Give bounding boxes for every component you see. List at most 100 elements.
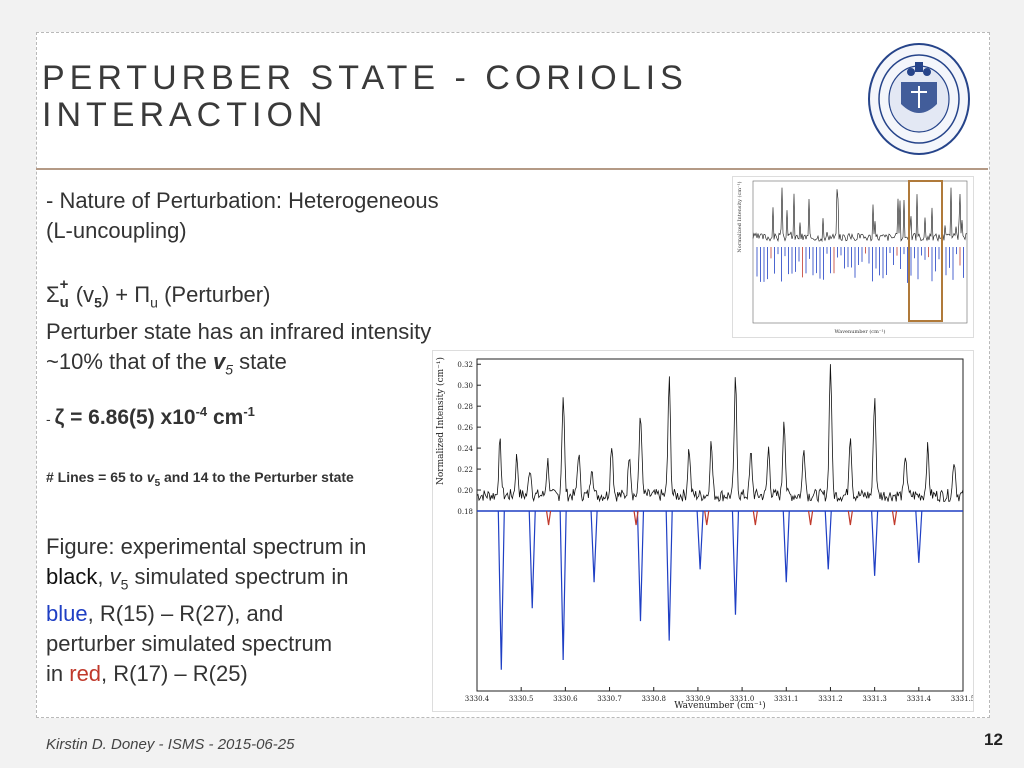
experimental-spectrum-line <box>476 364 964 503</box>
intensity-line-2: ~10% that of the v5 state <box>46 347 546 384</box>
overview-zoom-highlight-box <box>908 180 943 322</box>
main-y-axis-label: Normalized Intensity (cm⁻¹) <box>435 357 446 485</box>
nature-line-2: (L-uncoupling) <box>46 218 187 243</box>
v5-simulated-peak <box>731 510 740 615</box>
main-y-tick-label: 0.30 <box>457 382 473 390</box>
caption-blue-word: blue <box>46 601 88 627</box>
caption-v-sub: 5 <box>120 576 129 593</box>
intensity-line-1: Perturber state has an infrared intensit… <box>46 319 432 345</box>
perturber-simulated-peak <box>545 510 552 526</box>
main-x-tick-label: 3330.6 <box>553 695 578 703</box>
caption-line-3: blue, R(15) – R(27), and <box>46 599 436 629</box>
caption-line-5: in red, R(17) – R(25) <box>46 659 436 689</box>
main-y-tick-label: 0.24 <box>457 445 473 453</box>
perturber-label: (Perturber) <box>164 282 271 307</box>
caption-line-1: Figure: experimental spectrum in <box>46 534 367 559</box>
main-x-tick-label: 3331.3 <box>862 695 887 703</box>
caption-line-4: perturber simulated spectrum <box>46 631 333 657</box>
lines-v-sub: 5 <box>154 477 161 489</box>
caption-black-word: black <box>46 564 98 589</box>
lines-prefix: # Lines = 65 to <box>46 469 147 485</box>
main-y-tick-label: 0.28 <box>457 403 473 411</box>
zeta-value: ζ = 6.86(5) x10 <box>54 406 196 429</box>
perturber-simulated-peak <box>891 510 898 526</box>
figure-caption: Figure: experimental spectrum in black, … <box>46 532 436 689</box>
nature-bullet: - Nature of Perturbation: Heterogeneous … <box>46 186 546 246</box>
perturber-simulated-peak <box>752 510 758 526</box>
pi-sub: u <box>150 294 158 311</box>
caption-part-7: , R(17) – R(25) <box>101 661 248 687</box>
zoomed-spectrum-plot: 0.32 0.30 0.28 0.26 0.24 0.22 0.20 0.18 3330.4 33… <box>435 357 975 711</box>
main-x-tick-label: 3331.5 <box>951 695 973 703</box>
nu5-close: ) + Π <box>101 282 151 307</box>
zeta-bullet: - ζ = 6.86(5) x10-4 cm-1 <box>46 397 426 434</box>
main-x-tick-label: 3331.0 <box>730 695 755 703</box>
sigma-sup: + <box>59 276 69 293</box>
intensity-v-sub: 5 <box>225 361 234 378</box>
main-y-tick-label: 0.32 <box>457 361 473 369</box>
zeta-prefix: - <box>46 411 55 427</box>
lines-v: v <box>146 469 155 485</box>
main-x-tick-label: 3331.2 <box>818 695 843 703</box>
v5-simulated-peak <box>590 510 598 583</box>
slide-title: PERTURBER STATE - CORIOLIS INTERACTION <box>42 60 802 134</box>
main-x-tick-label: 3330.8 <box>641 695 666 703</box>
caption-v: v <box>109 564 121 589</box>
caption-part-3: simulated spectrum in <box>128 564 349 589</box>
state-description: Σ + u (v5) + Πu (Perturber) Perturber stat… <box>46 276 546 385</box>
zoomed-spectrum-figure: 0.32 0.30 0.28 0.26 0.24 0.22 0.20 0.18 3330.4 33… <box>432 350 975 712</box>
intensity-suffix: state <box>233 349 287 375</box>
intensity-prefix: ~10% that of the <box>46 349 213 375</box>
title-divider <box>36 168 988 170</box>
v5-simulated-peak <box>559 510 567 661</box>
perturber-simulated-peak <box>807 510 814 526</box>
main-x-tick-label: 3331.1 <box>774 695 799 703</box>
zeta-exponent: -4 <box>195 404 208 419</box>
main-x-axis-label: Wavenumber (cm⁻¹) <box>674 700 766 711</box>
lines-suffix: and 14 to the Perturber state <box>160 469 354 485</box>
main-x-tick-label: 3331.4 <box>907 695 932 703</box>
sigma-symbol: Σ <box>46 282 60 307</box>
perturber-simulated-peak <box>633 510 639 526</box>
v5-simulated-peak <box>497 510 505 670</box>
nature-line-1: - Nature of Perturbation: Heterogeneous <box>46 188 439 213</box>
main-x-tick-label: 3330.5 <box>509 695 534 703</box>
caption-red-word: red <box>69 661 102 687</box>
nu5-sub: 5 <box>94 294 102 311</box>
overview-x-axis-label: Wavenumber (cm⁻¹) <box>835 328 886 335</box>
v5-simulated-peak <box>824 510 832 570</box>
overview-spectrum-plot: Wavenumber (cm⁻¹) Normalized Intensity (c… <box>736 180 968 335</box>
university-seal-logo <box>868 43 970 155</box>
page-number: 12 <box>984 730 1003 749</box>
main-x-tick-label: 3330.7 <box>597 695 622 703</box>
overview-y-axis-label: Normalized Intensity (cm⁻¹) <box>736 181 743 252</box>
main-y-tick-label: 0.18 <box>457 508 473 516</box>
caption-part-4: , R(15) – R(27), and <box>87 601 284 627</box>
main-x-tick-label: 3330.9 <box>686 695 711 703</box>
caption-comma: , <box>97 564 110 589</box>
main-y-tick-label: 0.26 <box>457 424 473 432</box>
v5-simulated-peak <box>871 510 879 576</box>
v5-simulated-peak <box>696 510 704 570</box>
sigma-sub: u <box>59 294 69 311</box>
overview-plot-frame <box>752 180 968 324</box>
nu5-open: (v <box>75 282 95 307</box>
zeta-unit: cm <box>207 406 244 429</box>
title-line-2: INTERACTION <box>42 96 328 134</box>
footer-text: Kirstin D. Doney - ISMS - 2015-06-25 <box>46 736 295 753</box>
state-symbols: Σ + u (v5) + Πu (Perturber) <box>46 276 546 317</box>
intensity-v: v <box>212 349 226 375</box>
caption-line-2: black, v5 simulated spectrum in <box>46 562 436 599</box>
v5-simulated-peak <box>636 510 645 622</box>
caption-part-6: in <box>46 661 70 687</box>
main-plot-frame <box>476 358 964 692</box>
line-count-bullet: # Lines = 65 to v5 and 14 to the Perturb… <box>46 462 446 499</box>
v5-simulated-peak <box>915 510 923 563</box>
overview-spectrum-figure: Wavenumber (cm⁻¹) Normalized Intensity (c… <box>732 176 974 338</box>
main-y-tick-label: 0.20 <box>457 487 473 495</box>
v5-simulated-peak <box>665 510 673 641</box>
overview-experimental-line <box>752 187 968 243</box>
v5-simulated-peak <box>782 510 790 583</box>
v5-simulated-peak <box>528 510 536 609</box>
main-x-tick-label: 3330.4 <box>465 695 490 703</box>
